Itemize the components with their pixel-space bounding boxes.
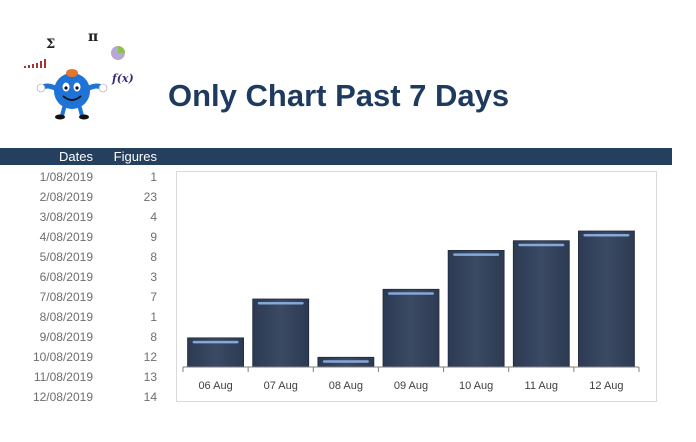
function-icon: f(x) [111,72,134,85]
table-row: 9/08/2019 8 [0,327,160,347]
table-row: 10/08/2019 12 [0,347,160,367]
column-header-dates: Dates [59,149,93,164]
chart-bar-highlight [388,292,434,295]
date-cell: 7/08/2019 [39,290,93,304]
x-tick-label: 10 Aug [459,380,493,392]
chart-bar-highlight [257,302,304,305]
table-header-band [0,148,672,165]
pi-icon: π [88,29,98,45]
table-row: 1/08/2019 1 [0,167,160,187]
table-row: 7/08/2019 7 [0,287,160,307]
date-cell: 9/08/2019 [39,330,93,344]
figure-cell: 8 [150,330,157,344]
chart-bar-highlight [322,360,369,363]
table-row: 2/08/2019 23 [0,187,160,207]
logo: Σ π f(x) [24,29,134,120]
chart-bar-highlight [453,253,500,256]
chart-bar [447,250,505,368]
table-row: 3/08/2019 4 [0,207,160,227]
table-row: 4/08/2019 9 [0,227,160,247]
date-cell: 4/08/2019 [39,230,93,244]
x-tick-label: 07 Aug [264,380,298,392]
data-table: 1/08/2019 1 2/08/2019 23 3/08/2019 4 4/08/2019… [0,167,160,407]
x-tick-label: 09 Aug [394,380,428,392]
x-tick-label: 12 Aug [589,380,623,392]
chart-bar-highlight [583,234,630,237]
table-row: 6/08/2019 3 [0,267,160,287]
figure-cell: 7 [150,290,157,304]
chart-bar [512,240,570,368]
figure-cell: 12 [143,350,157,364]
x-tick-label: 06 Aug [198,380,232,392]
figure-cell: 13 [143,370,157,384]
chart-bar-highlight [192,340,239,344]
table-row: 8/08/2019 1 [0,307,160,327]
figure-cell: 14 [143,390,157,404]
x-tick-label: 08 Aug [329,380,363,392]
table-row: 12/08/2019 14 [0,387,160,407]
date-cell: 1/08/2019 [39,170,93,184]
date-cell: 3/08/2019 [39,210,93,224]
date-cell: 6/08/2019 [39,270,93,284]
date-cell: 2/08/2019 [39,190,93,204]
table-row: 5/08/2019 8 [0,247,160,267]
sigma-icon: Σ [46,37,55,52]
figure-cell: 9 [150,230,157,244]
figure-cell: 3 [150,270,157,284]
date-cell: 11/08/2019 [33,370,93,384]
mascot-icon [36,69,108,120]
page-title: Only Chart Past 7 Days [168,78,510,113]
chart-bar-highlight [518,243,565,247]
bar-chart-icon [24,59,46,68]
bar-chart: 06 Aug 07 Aug 08 Aug 09 Aug 10 Aug 11 Aug 12 A… [182,230,640,392]
x-tick-label: 11 Aug [525,380,558,392]
date-cell: 8/08/2019 [39,310,93,324]
date-cell: 12/08/2019 [32,390,93,404]
chart-bar [382,288,440,368]
chart-bar [578,230,635,368]
figure-cell: 4 [150,210,157,224]
figure-cell: 1 [150,310,157,324]
table-row: 11/08/2019 13 [0,367,160,387]
date-cell: 5/08/2019 [39,250,93,264]
figure-cell: 1 [150,170,157,184]
date-cell: 10/08/2019 [32,350,93,364]
chart-bar [252,298,310,368]
figure-cell: 8 [150,250,157,264]
pie-chart-icon [111,46,125,60]
column-header-figures: Figures [113,149,157,164]
figure-cell: 23 [143,190,157,204]
